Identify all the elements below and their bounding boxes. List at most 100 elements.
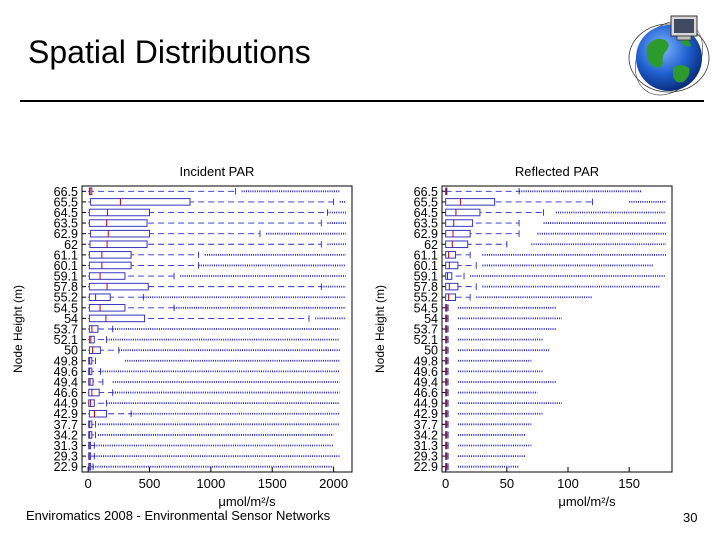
- reflected-y-tick-label: 64.5: [414, 206, 438, 220]
- iqr-box: [90, 198, 191, 206]
- reflected-y-tick-label: 37.7: [414, 418, 438, 432]
- reflected-box-44.9: [445, 399, 562, 407]
- iqr-box: [445, 261, 459, 270]
- incident-y-tick-label: 57.8: [54, 280, 78, 294]
- incident-y-tick-label: 34.2: [54, 428, 78, 442]
- incident-x-tick-label: 1500: [258, 476, 287, 491]
- incident-y-tick-label: 42.9: [54, 407, 78, 421]
- iqr-box: [88, 208, 151, 217]
- reflected-box-66.5: [445, 187, 642, 196]
- globe-computer-icon: [628, 15, 710, 96]
- incident-y-tick-label: 65.5: [54, 195, 78, 209]
- reflected-box-63.5: [445, 219, 666, 227]
- reflected-box-42.9: [445, 409, 544, 418]
- incident-y-tick-label: 29.3: [54, 450, 78, 464]
- reflected-y-tick-label: 60.1: [414, 259, 438, 273]
- incident-box-65.5: [88, 198, 346, 206]
- page-number: 30: [683, 510, 698, 525]
- incident-box-46.6: [88, 388, 340, 397]
- incident-y-tick-label: 60.1: [54, 259, 78, 273]
- title-divider: [20, 100, 704, 102]
- incident-box-63.5: [88, 219, 346, 227]
- incident-box-29.3: [88, 452, 340, 460]
- incident-box-50: [88, 346, 340, 354]
- incident-y-tick-label: 59.1: [54, 270, 78, 284]
- incident-box-54: [88, 314, 346, 323]
- reflected-y-tick-label: 31.3: [414, 439, 438, 453]
- incident-x-tick-label: 2000: [319, 476, 348, 491]
- iqr-box: [445, 240, 469, 249]
- iqr-box: [445, 198, 496, 206]
- incident-box-66.5: [88, 187, 340, 196]
- reflected-box-29.3: [445, 452, 526, 460]
- incident-box-55.2: [88, 293, 346, 302]
- iqr-box: [445, 251, 456, 259]
- iqr-box: [88, 420, 93, 429]
- reflected-box-55.2: [445, 293, 593, 302]
- incident-box-62: [88, 240, 346, 249]
- reflected-y-tick-label: 49.4: [414, 375, 438, 389]
- iqr-box: [445, 219, 474, 227]
- reflected-y-tick-label: 55.2: [414, 291, 438, 305]
- iqr-box: [88, 325, 99, 333]
- iqr-box: [445, 208, 481, 217]
- reflected-y-tick-label: 54.5: [414, 301, 438, 315]
- reflected-x-axis-label: μmol/m²/s: [558, 494, 616, 509]
- incident-y-axis-label: Node Height (m): [11, 285, 25, 373]
- reflected-y-tick-label: 29.3: [414, 450, 438, 464]
- incident-y-tick-label: 37.7: [54, 418, 78, 432]
- reflected-y-tick-label: 62: [424, 238, 438, 252]
- incident-box-49.8: [88, 356, 340, 365]
- incident-y-tick-label: 62.9: [54, 227, 78, 241]
- reflected-box-62: [445, 240, 666, 249]
- reflected-box-65.5: [445, 198, 666, 206]
- incident-box-34.2: [88, 431, 334, 439]
- incident-box-59.1: [88, 272, 346, 280]
- reflected-chart-title: Reflected PAR: [515, 164, 599, 179]
- reflected-y-tick-label: 53.7: [414, 323, 438, 337]
- incident-box-37.7: [88, 420, 340, 429]
- incident-x-axis-label: μmol/m²/s: [218, 494, 276, 509]
- reflected-y-tick-label: 42.9: [414, 407, 438, 421]
- footer-text: Enviromatics 2008 - Environmental Sensor…: [26, 508, 331, 523]
- reflected-box-61.1: [445, 251, 666, 259]
- iqr-box: [88, 251, 132, 259]
- iqr-box: [88, 272, 126, 280]
- incident-box-61.1: [88, 251, 346, 259]
- iqr-box: [445, 272, 453, 280]
- reflected-box-54: [445, 314, 562, 323]
- reflected-x-tick-label: 150: [618, 476, 640, 491]
- incident-box-31.3: [88, 441, 334, 450]
- iqr-box: [88, 282, 149, 291]
- iqr-box: [88, 356, 93, 365]
- incident-box-49.4: [88, 378, 340, 386]
- iqr-box: [445, 282, 459, 291]
- reflected-box-60.1: [445, 261, 654, 270]
- iqr-box: [88, 293, 111, 302]
- reflected-box-53.7: [445, 325, 556, 333]
- reflected-box-57.8: [445, 282, 660, 291]
- reflected-y-tick-label: 62.9: [414, 227, 438, 241]
- reflected-box-37.7: [445, 420, 532, 429]
- incident-box-22.9: [88, 462, 334, 471]
- iqr-box: [89, 240, 148, 249]
- iqr-box: [88, 335, 95, 344]
- iqr-box: [88, 431, 93, 439]
- reflected-x-tick-label: 50: [500, 476, 514, 491]
- reflected-x-tick-label: 0: [442, 476, 449, 491]
- reflected-x-tick-label: 100: [557, 476, 579, 491]
- iqr-box: [88, 388, 100, 397]
- incident-box-62.9: [88, 229, 346, 238]
- incident-y-tick-label: 50: [64, 344, 78, 358]
- slide-title: Spatial Distributions: [28, 34, 311, 70]
- iqr-box: [90, 229, 151, 238]
- iqr-box: [445, 229, 471, 238]
- incident-box-52.1: [88, 335, 340, 344]
- reflected-y-tick-label: 59.1: [414, 270, 438, 284]
- incident-y-tick-label: 22.9: [54, 460, 78, 474]
- incident-box-53.7: [88, 325, 340, 333]
- incident-box-54.5: [88, 304, 346, 312]
- reflected-y-tick-label: 50: [424, 344, 438, 358]
- reflected-y-tick-label: 46.6: [414, 386, 438, 400]
- incident-par-chart: Incident PAR Node Height (m) 0 500 1000 1500 2…: [11, 164, 353, 509]
